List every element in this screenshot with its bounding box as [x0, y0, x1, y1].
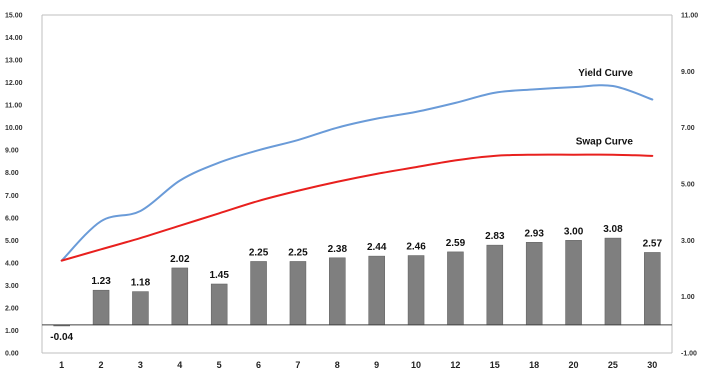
x-tick-label: 12 — [450, 360, 460, 370]
bar — [644, 252, 661, 326]
bar — [92, 289, 110, 326]
right-tick-label: -1.00 — [681, 351, 697, 358]
right-tick-label: 1.00 — [681, 294, 695, 301]
bar — [407, 255, 425, 326]
bar-value-label: 2.25 — [288, 247, 308, 258]
x-tick-label: 30 — [647, 360, 657, 370]
bar — [329, 257, 346, 326]
bar — [447, 251, 464, 326]
bar — [604, 237, 622, 326]
bars-layer — [53, 237, 661, 327]
bar-value-label: -0.04 — [50, 332, 73, 343]
x-tick-label: 25 — [608, 360, 618, 370]
right-tick-label: 5.00 — [681, 182, 695, 189]
x-tick-label: 2 — [99, 360, 104, 370]
bar-value-label: 2.38 — [328, 244, 348, 255]
left-tick-label: 3.00 — [5, 283, 19, 290]
bar — [525, 242, 543, 326]
left-tick-label: 14.00 — [5, 35, 23, 42]
left-tick-label: 10.00 — [5, 125, 23, 132]
x-tick-label: 1 — [59, 360, 64, 370]
bar-value-label: 2.83 — [485, 231, 505, 242]
left-tick-label: 0.00 — [5, 351, 19, 358]
bar — [132, 291, 149, 326]
left-tick-label: 11.00 — [5, 103, 22, 110]
left-tick-label: 4.00 — [5, 260, 19, 267]
left-tick-label: 7.00 — [5, 193, 19, 200]
right-tick-label: 9.00 — [681, 69, 695, 76]
left-tick-label: 8.00 — [5, 170, 19, 177]
bar-value-label: 2.57 — [643, 238, 663, 249]
x-tick-label: 4 — [177, 360, 182, 370]
axes-layer: 0.00 1.00 2.00 3.00 4.00 5.00 6.00 7.00 8.00 9.00… — [5, 13, 698, 371]
bar-value-label: 1.45 — [209, 270, 229, 281]
left-tick-label: 13.00 — [5, 58, 23, 65]
x-tick-label: 3 — [138, 360, 143, 370]
x-tick-label: 6 — [256, 360, 261, 370]
x-tick-label: 8 — [335, 360, 340, 370]
bar-value-label: 1.18 — [131, 278, 151, 289]
bar-value-label: 3.00 — [564, 226, 584, 237]
x-tick-label: 10 — [411, 360, 421, 370]
x-tick-label: 20 — [569, 360, 579, 370]
bar-value-label: 2.59 — [446, 238, 466, 249]
bar — [565, 240, 582, 326]
left-tick-label: 9.00 — [5, 148, 19, 155]
left-tick-label: 12.00 — [5, 80, 23, 87]
right-tick-label: 3.00 — [681, 238, 695, 245]
yield-curve-label: Yield Curve — [578, 68, 633, 79]
left-tick-label: 5.00 — [5, 238, 19, 245]
x-tick-label: 15 — [490, 360, 500, 370]
bar-value-label: 2.93 — [524, 228, 544, 239]
bar-value-label: 3.08 — [603, 224, 623, 235]
bar — [210, 283, 228, 326]
labels-layer: -0.04 1.23 1.18 2.02 1.45 2.25 2.25 2.38 2.44 2.4… — [50, 68, 662, 343]
swap-curve-line — [60, 153, 654, 262]
swap-curve-label: Swap Curve — [576, 137, 634, 148]
left-tick-label: 6.00 — [5, 215, 19, 222]
right-tick-label: 11.00 — [681, 13, 698, 20]
left-tick-label: 1.00 — [5, 328, 19, 335]
bar-value-label: 2.46 — [406, 242, 426, 253]
x-tick-label: 9 — [374, 360, 379, 370]
bar-value-label: 2.02 — [170, 254, 190, 265]
left-tick-label: 2.00 — [5, 305, 19, 312]
lines-layer — [60, 84, 654, 262]
right-tick-label: 7.00 — [681, 125, 695, 132]
bar — [368, 255, 385, 326]
x-tick-label: 7 — [295, 360, 300, 370]
x-tick-label: 18 — [529, 360, 539, 370]
bar-value-label: 2.44 — [367, 242, 387, 253]
bar-value-label: 2.25 — [249, 247, 269, 258]
bar — [289, 261, 307, 326]
bar-value-label: 1.23 — [91, 276, 111, 287]
bar — [250, 261, 267, 326]
x-tick-label: 5 — [217, 360, 222, 370]
bar — [171, 267, 189, 326]
bar — [486, 244, 504, 326]
left-tick-label: 15.00 — [5, 13, 23, 20]
yield-curve-line — [60, 84, 654, 262]
